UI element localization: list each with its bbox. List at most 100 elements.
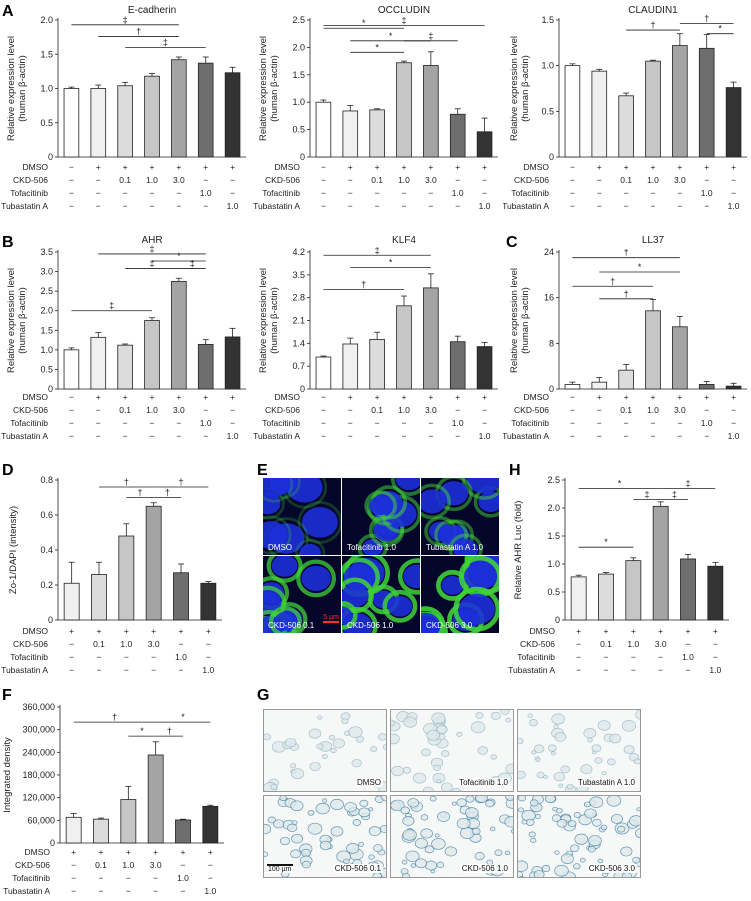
y-tick-label: 0.5 <box>40 364 53 374</box>
treatment-cell: − <box>150 431 155 441</box>
significance-mark: ‡ <box>685 478 690 488</box>
bar <box>369 339 385 390</box>
bar <box>197 343 214 390</box>
nucleus <box>453 539 479 555</box>
y-tick-label: 2.8 <box>292 293 305 303</box>
cell-blob <box>270 783 278 790</box>
cell-blob <box>490 711 501 720</box>
treatment-label: Tubastatin A <box>1 431 48 441</box>
y-axis-label: (human β-actin) <box>269 287 280 354</box>
cell-blob <box>474 852 485 861</box>
chart-e-cadherin: E-cadherin 0 0.5 1.0 1.5 2.0 Relative expressi… <box>1 5 246 211</box>
y-axis-label: Relative expression level <box>258 36 269 141</box>
cell-blob <box>403 716 417 728</box>
treatment-cell: − <box>704 201 709 211</box>
treatment-cell: − <box>69 162 74 172</box>
treatment-cell: + <box>71 847 76 857</box>
cell-blob <box>475 796 488 803</box>
significance-mark: † <box>624 248 629 258</box>
treatment-cell: + <box>482 392 487 402</box>
treatment-cell: − <box>348 188 353 198</box>
treatment-cell: + <box>677 162 682 172</box>
y-axis-label: Zo-1/DAPI (intensity) <box>8 506 19 594</box>
scale-bar-label: 100 μm <box>267 864 293 873</box>
cell-blob <box>346 843 360 854</box>
bar <box>652 505 669 621</box>
chart-ll37: LL37 0 8 16 24 Relative expression level (huma… <box>503 235 747 441</box>
cell-blob <box>426 729 440 741</box>
treatment-cell: − <box>321 201 326 211</box>
cell-blob <box>505 717 512 723</box>
cell-blob <box>465 796 475 803</box>
cell-blob <box>441 750 450 757</box>
treatment-cell: − <box>96 201 101 211</box>
treatment-cell: − <box>123 188 128 198</box>
zo1-membrane <box>453 586 499 632</box>
treatment-cell: − <box>570 162 575 172</box>
cell-blob <box>391 733 400 745</box>
treatment-cell: + <box>181 847 186 857</box>
cell-blob <box>621 720 637 732</box>
cell-blob <box>402 815 415 826</box>
significance-mark: * <box>604 537 608 547</box>
treatment-cell: − <box>402 188 407 198</box>
treatment-cell: 1.0 <box>627 639 639 649</box>
bar <box>423 287 439 390</box>
bar <box>315 101 332 158</box>
bar <box>200 582 217 621</box>
cell-blob <box>391 719 396 727</box>
bar <box>476 131 493 158</box>
treatment-cell: − <box>704 431 709 441</box>
nucleus <box>439 481 469 506</box>
treatment-cell: + <box>651 392 656 402</box>
chart-title: AHR <box>141 235 162 246</box>
cell-blob <box>407 798 419 808</box>
treatment-cell: 3.0 <box>173 175 185 185</box>
treatment-cell: + <box>348 162 353 172</box>
treatment-cell: − <box>151 665 156 675</box>
nucleus <box>387 595 413 617</box>
fluorescence-micrograph: Tofacitinib 1.0 <box>342 478 420 555</box>
treatment-cell: + <box>150 162 155 172</box>
treatment-cell: − <box>428 201 433 211</box>
bar <box>598 573 614 621</box>
cell-blob <box>401 859 408 865</box>
nucleus <box>438 524 464 546</box>
significance-mark: * <box>181 712 185 722</box>
treatment-cell: + <box>375 392 380 402</box>
treatment-cell: 1.0 <box>398 405 410 415</box>
significance-mark: * <box>140 726 144 736</box>
treatment-label: CKD-506 <box>514 175 549 185</box>
treatment-cell: − <box>179 639 184 649</box>
cell-blob <box>504 850 511 856</box>
treatment-cell: − <box>96 418 101 428</box>
treatment-label: Tubastatin A <box>503 431 549 441</box>
treatment-cell: + <box>455 392 460 402</box>
bar <box>645 60 661 158</box>
treatment-cell: − <box>96 431 101 441</box>
cell-blob <box>290 800 304 812</box>
y-tick-label: 1.5 <box>547 531 560 541</box>
micrograph-label: CKD-506 1.0 <box>459 864 510 873</box>
bar <box>63 88 80 158</box>
bar <box>90 88 107 158</box>
cell-blob <box>307 810 315 816</box>
micrograph-label: CKD-506 0.1 <box>268 621 315 630</box>
treatment-cell: − <box>455 431 460 441</box>
cell-blob <box>284 737 297 748</box>
treatment-cell: + <box>731 392 736 402</box>
treatment-cell: − <box>375 431 380 441</box>
significance-mark: * <box>389 258 393 268</box>
treatment-label: Tofacitinib <box>517 652 555 662</box>
y-tick-label: 360,000 <box>22 702 55 712</box>
treatment-label: Tofacitinib <box>10 188 48 198</box>
bar <box>91 574 107 621</box>
significance-mark: ‡ <box>163 37 168 47</box>
cell-blob <box>301 848 311 857</box>
treatment-cell: 3.0 <box>173 405 185 415</box>
treatment-cell: + <box>97 626 102 636</box>
treatment-cell: − <box>321 162 326 172</box>
micrograph-image <box>518 710 640 791</box>
treatment-cell: − <box>348 418 353 428</box>
cell-blob <box>290 763 297 769</box>
